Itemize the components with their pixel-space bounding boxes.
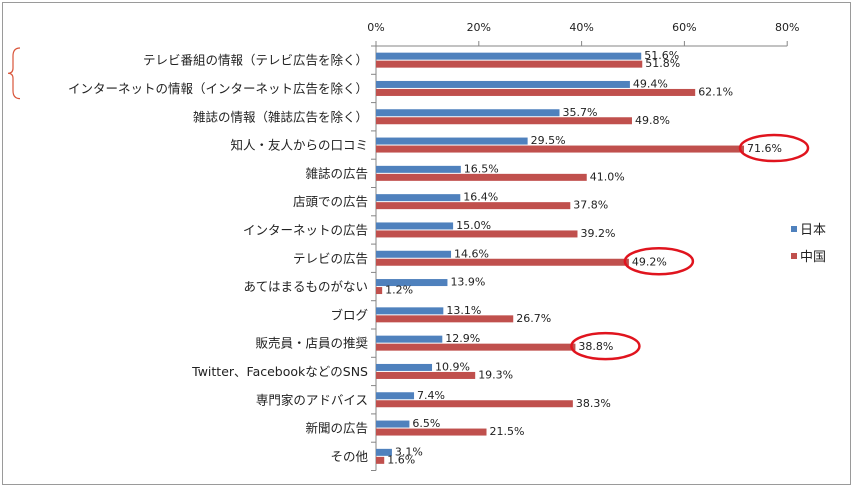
legend-swatch (791, 253, 797, 259)
bar-日本 (376, 109, 560, 117)
bar-日本 (376, 448, 392, 456)
bar-日本 (376, 250, 452, 258)
data-label: 1.6% (387, 453, 415, 466)
data-label: 13.1% (446, 304, 481, 317)
bar-中国 (376, 371, 476, 379)
legend-swatch (791, 226, 797, 232)
category-label: あてはまるものがない (243, 279, 368, 294)
data-label: 71.6% (747, 142, 782, 155)
bar-日本 (376, 363, 433, 371)
data-label: 14.6% (454, 247, 489, 260)
data-label: 19.3% (478, 368, 513, 381)
bar-日本 (376, 52, 642, 60)
bar-中国 (376, 88, 696, 96)
data-label: 1.2% (385, 284, 413, 297)
category-label: 専門家のアドバイス (256, 392, 368, 407)
bar-日本 (376, 80, 630, 88)
bar-日本 (376, 137, 528, 145)
bar-中国 (376, 258, 629, 266)
bar-中国 (376, 117, 632, 125)
category-label: 店頭での広告 (293, 194, 368, 209)
legend-label: 中国 (800, 250, 826, 265)
data-label: 6.5% (412, 417, 440, 430)
bar-日本 (376, 307, 444, 315)
data-label: 35.7% (562, 106, 597, 119)
data-label: 49.8% (635, 114, 670, 127)
category-label: ブログ (330, 307, 368, 322)
bar-中国 (376, 287, 383, 295)
data-label: 37.8% (573, 199, 608, 212)
group-bracket (7, 47, 21, 100)
data-label: 7.4% (417, 389, 445, 402)
bar-日本 (376, 420, 410, 428)
bar-中国 (376, 315, 514, 323)
category-label: インターネットの広告 (243, 222, 368, 237)
data-label: 16.5% (464, 162, 499, 175)
bar-中国 (376, 202, 571, 210)
data-label: 62.1% (698, 85, 733, 98)
data-label: 3.1% (395, 445, 423, 458)
bar-日本 (376, 279, 448, 287)
data-label: 38.3% (576, 397, 611, 410)
data-label: 13.9% (450, 276, 485, 289)
bar-中国 (376, 145, 745, 153)
data-label: 49.2% (632, 255, 667, 268)
data-label: 12.9% (445, 332, 480, 345)
category-label: その他 (330, 449, 368, 464)
data-label: 10.9% (435, 360, 470, 373)
x-tick-label: 60% (672, 21, 696, 34)
category-label: 雑誌の情報（雑誌広告を除く） (193, 109, 368, 124)
bar-中国 (376, 428, 487, 436)
category-label: Twitter、FacebookなどのSNS (191, 364, 368, 379)
data-label: 51.6% (644, 49, 679, 62)
highlight-circle (738, 133, 810, 163)
bar-中国 (376, 60, 643, 68)
data-label: 49.4% (633, 77, 668, 90)
bar-日本 (376, 222, 454, 230)
x-tick-label: 80% (775, 21, 799, 34)
data-label: 26.7% (516, 312, 551, 325)
bar-日本 (376, 194, 461, 202)
legend-label: 日本 (800, 223, 826, 238)
x-tick-label: 20% (467, 21, 491, 34)
highlight-circle (570, 331, 641, 361)
data-label: 41.0% (590, 170, 625, 183)
category-label: 雑誌の広告 (305, 166, 368, 181)
category-label: 新聞の広告 (305, 421, 368, 436)
data-label: 16.4% (463, 191, 498, 204)
data-label: 39.2% (580, 227, 615, 240)
bar-日本 (376, 335, 443, 343)
data-label: 15.0% (456, 219, 491, 232)
bar-中国 (376, 173, 587, 181)
bar-日本 (376, 392, 415, 400)
bar-日本 (376, 165, 461, 173)
category-label: テレビの広告 (293, 251, 368, 266)
highlight-circle (623, 247, 695, 276)
category-label: 知人・友人からの口コミ (230, 138, 368, 153)
x-tick-label: 0% (367, 21, 384, 34)
bar-中国 (376, 400, 573, 408)
data-label: 29.5% (531, 134, 566, 147)
data-label: 51.8% (645, 57, 680, 70)
x-tick-label: 40% (569, 21, 593, 34)
category-label: テレビ番組の情報（テレビ広告を除く） (143, 53, 368, 68)
bar-中国 (376, 456, 385, 464)
data-label: 38.8% (578, 340, 613, 353)
bar-中国 (376, 343, 576, 351)
category-label: インターネットの情報（インターネット広告を除く） (68, 81, 368, 96)
bar-中国 (376, 230, 578, 238)
data-label: 21.5% (490, 425, 525, 438)
category-label: 販売員・店員の推奨 (255, 336, 368, 351)
